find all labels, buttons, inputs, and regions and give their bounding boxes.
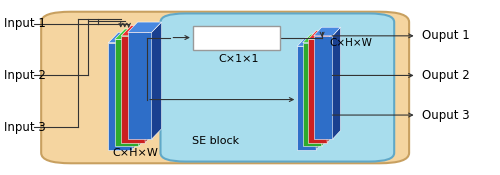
Polygon shape (128, 22, 162, 32)
FancyBboxPatch shape (193, 26, 280, 50)
Polygon shape (297, 38, 324, 46)
Polygon shape (108, 43, 132, 149)
Polygon shape (132, 32, 142, 149)
Text: SE block: SE block (192, 136, 239, 146)
Polygon shape (302, 43, 322, 146)
Polygon shape (121, 26, 155, 36)
Polygon shape (128, 32, 152, 139)
Polygon shape (308, 39, 327, 143)
Text: Input 1: Input 1 (4, 17, 46, 30)
Polygon shape (316, 38, 324, 149)
FancyBboxPatch shape (41, 12, 409, 163)
Text: Input 3: Input 3 (4, 121, 45, 134)
Text: Ouput 3: Ouput 3 (422, 108, 469, 122)
FancyBboxPatch shape (160, 13, 394, 162)
Polygon shape (314, 36, 332, 139)
Polygon shape (138, 29, 148, 146)
Text: Ouput 1: Ouput 1 (422, 29, 470, 42)
Polygon shape (327, 31, 335, 143)
Polygon shape (152, 22, 162, 139)
Text: C×1×1: C×1×1 (219, 54, 260, 64)
Polygon shape (108, 32, 142, 43)
Polygon shape (297, 46, 316, 149)
Polygon shape (115, 39, 138, 146)
Polygon shape (314, 27, 340, 36)
Text: Ouput 2: Ouput 2 (422, 69, 470, 82)
Polygon shape (115, 29, 148, 39)
Polygon shape (302, 34, 330, 43)
Polygon shape (145, 26, 155, 143)
Polygon shape (322, 34, 330, 146)
Text: C×H×W: C×H×W (330, 38, 372, 48)
Text: C×H×W: C×H×W (112, 148, 158, 158)
Polygon shape (332, 27, 340, 139)
Polygon shape (308, 31, 335, 39)
Text: Input 2: Input 2 (4, 69, 46, 82)
Polygon shape (121, 36, 145, 143)
